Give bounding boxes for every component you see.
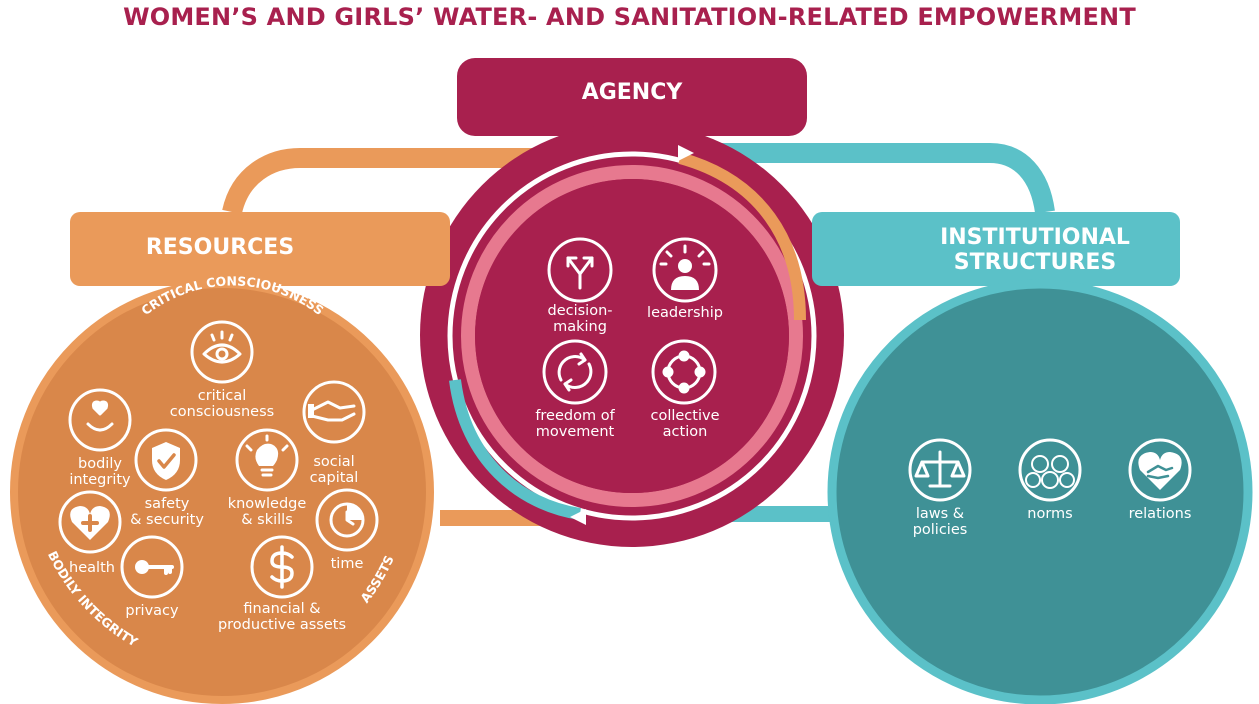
institutional-header: INSTITUTIONAL STRUCTURES bbox=[900, 225, 1170, 275]
agency-item-freedom-of-movement: freedom of movement bbox=[515, 408, 635, 440]
resource-item-time: time bbox=[322, 556, 372, 572]
institutional-header-bar bbox=[812, 212, 1180, 286]
institutional-header-line-1: INSTITUTIONAL bbox=[940, 225, 1130, 250]
resources-loop-top bbox=[222, 148, 680, 215]
agency-item-label: decision- bbox=[547, 303, 613, 319]
institutional-item-label: norms bbox=[1027, 506, 1073, 522]
resource-item-label: financial & bbox=[243, 601, 321, 617]
fork-arrows-icon bbox=[547, 237, 613, 303]
agency-item-label: leadership bbox=[647, 305, 723, 321]
agency-item-label: movement bbox=[535, 424, 615, 440]
resource-item-label: & skills bbox=[241, 512, 293, 528]
institutional-item-relations: relations bbox=[1115, 506, 1205, 522]
resources-header-bar bbox=[70, 212, 450, 286]
resource-item-critical-consciousness: critical consciousness bbox=[162, 388, 282, 420]
institutional-crossing-curve bbox=[449, 379, 581, 520]
agency-item-label: freedom of bbox=[535, 408, 615, 424]
smiley-heart-icon bbox=[68, 388, 132, 452]
collective-circle-icon bbox=[651, 339, 717, 405]
resource-item-label: critical bbox=[197, 388, 247, 404]
institutional-item-norms: norms bbox=[1010, 506, 1090, 522]
agency-white-ring bbox=[447, 151, 817, 521]
resource-item-label: time bbox=[330, 556, 364, 572]
resource-item-health: health bbox=[62, 560, 122, 576]
ring-arrow-bottom-icon bbox=[570, 509, 586, 525]
agency-header-box bbox=[457, 58, 807, 136]
heart-plus-icon bbox=[58, 490, 122, 554]
institutional-item-label: relations bbox=[1128, 506, 1192, 522]
resource-item-knowledge-skills: knowledge & skills bbox=[217, 496, 317, 528]
ring-arrow-top-icon bbox=[678, 145, 694, 161]
resources-header: RESOURCES bbox=[145, 235, 295, 260]
resource-item-label: productive assets bbox=[217, 617, 347, 633]
agency-item-decision-making: decision- making bbox=[520, 303, 640, 335]
resource-item-label: & security bbox=[130, 512, 204, 528]
resource-item-label: capital bbox=[309, 470, 359, 486]
institutional-item-label: laws & bbox=[915, 506, 965, 522]
agency-inner-circle bbox=[475, 179, 789, 493]
resource-item-label: knowledge bbox=[227, 496, 307, 512]
agency-item-label: collective bbox=[650, 408, 720, 424]
institutional-item-laws-policies: laws & policies bbox=[890, 506, 990, 538]
eye-icon bbox=[190, 320, 254, 384]
leader-person-icon bbox=[652, 237, 718, 303]
resources-circle bbox=[10, 280, 434, 704]
resource-item-label: safety bbox=[144, 496, 190, 512]
resource-item-label: consciousness bbox=[169, 404, 275, 420]
clock-icon bbox=[315, 488, 379, 552]
institutional-circle bbox=[827, 279, 1253, 704]
resources-crossing-curve bbox=[678, 152, 806, 321]
cycle-arrows-icon bbox=[542, 339, 608, 405]
key-icon bbox=[120, 535, 184, 599]
resource-item-label: health bbox=[69, 560, 115, 576]
institutional-item-label: policies bbox=[912, 522, 968, 538]
resource-item-financial-assets: financial & productive assets bbox=[207, 601, 357, 633]
resource-item-safety-security: safety & security bbox=[122, 496, 212, 528]
scales-icon bbox=[908, 438, 972, 502]
dollar-icon bbox=[250, 535, 314, 599]
lightbulb-icon bbox=[235, 428, 299, 492]
resource-item-label: privacy bbox=[125, 603, 179, 619]
agency-header: AGENCY bbox=[581, 80, 683, 105]
agency-item-collective-action: collective action bbox=[625, 408, 745, 440]
resource-item-bodily-integrity: bodily integrity bbox=[60, 456, 140, 488]
agency-item-label: making bbox=[553, 319, 607, 335]
shield-check-icon bbox=[134, 428, 198, 492]
agency-item-label: action bbox=[662, 424, 708, 440]
diagram-title: WOMEN’S AND GIRLS’ WATER- AND SANITATION… bbox=[123, 3, 1136, 31]
resource-item-privacy: privacy bbox=[112, 603, 192, 619]
resource-item-social-capital: social capital bbox=[294, 454, 374, 486]
agency-item-leadership: leadership bbox=[625, 305, 745, 321]
institutional-loop-top bbox=[690, 143, 1055, 214]
resource-item-label: social bbox=[313, 454, 355, 470]
heart-handshake-icon bbox=[1128, 438, 1192, 502]
agency-pink-ring bbox=[461, 165, 803, 507]
institutional-header-line-2: STRUCTURES bbox=[953, 250, 1117, 275]
resource-item-label: bodily bbox=[78, 456, 122, 472]
faces-icon bbox=[1018, 438, 1082, 502]
resource-item-label: integrity bbox=[69, 472, 131, 488]
handshake-icon bbox=[302, 380, 366, 444]
